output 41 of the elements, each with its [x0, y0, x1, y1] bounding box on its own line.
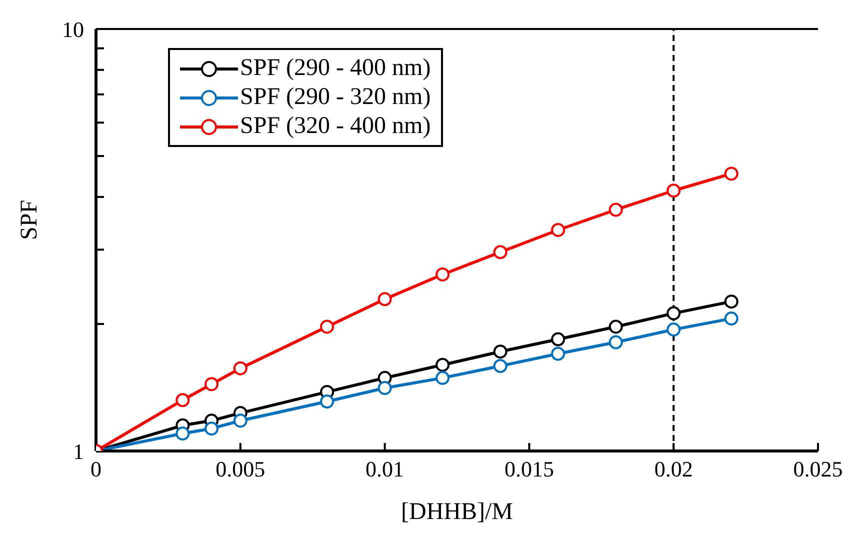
- point: [608, 335, 623, 350]
- point: [724, 312, 738, 326]
- x-tick-label: 0.005: [216, 456, 266, 482]
- legend-label: SPF (290 - 320 nm): [240, 83, 431, 112]
- point: [436, 267, 450, 282]
- point: [666, 184, 681, 198]
- x-tick-label: 0: [90, 456, 102, 482]
- point: [378, 381, 392, 396]
- point: [233, 361, 248, 376]
- point: [493, 245, 508, 260]
- y-axis-title: SPF: [16, 200, 43, 240]
- point: [551, 222, 566, 237]
- point: [176, 426, 190, 441]
- x-tick-label: 0.01: [366, 456, 404, 482]
- point: [724, 294, 738, 309]
- point: [320, 320, 334, 334]
- point: [204, 377, 219, 392]
- y-tick-label: 1: [73, 438, 84, 464]
- point: [436, 358, 450, 372]
- point: [551, 332, 566, 346]
- point: [666, 322, 681, 337]
- point: [551, 346, 566, 361]
- legend-label: SPF (320 - 400 nm): [240, 112, 431, 141]
- x-tick-label: 0.025: [793, 456, 843, 482]
- point: [724, 166, 738, 181]
- legend-label: SPF (290 - 400 nm): [240, 54, 431, 83]
- point: [204, 422, 219, 436]
- x-tick-label: 0.02: [654, 456, 693, 482]
- point: [608, 202, 623, 217]
- point: [493, 344, 508, 359]
- point: [493, 359, 508, 374]
- point: [666, 306, 681, 320]
- point: [378, 292, 392, 306]
- point: [176, 393, 190, 408]
- point: [608, 320, 623, 334]
- x-tick-label: 0.015: [504, 456, 554, 482]
- point: [320, 394, 334, 409]
- point: [436, 370, 450, 385]
- x-axis-title: [DHHB]/M: [401, 499, 513, 525]
- point: [233, 414, 248, 428]
- y-tick-label: 10: [62, 16, 84, 42]
